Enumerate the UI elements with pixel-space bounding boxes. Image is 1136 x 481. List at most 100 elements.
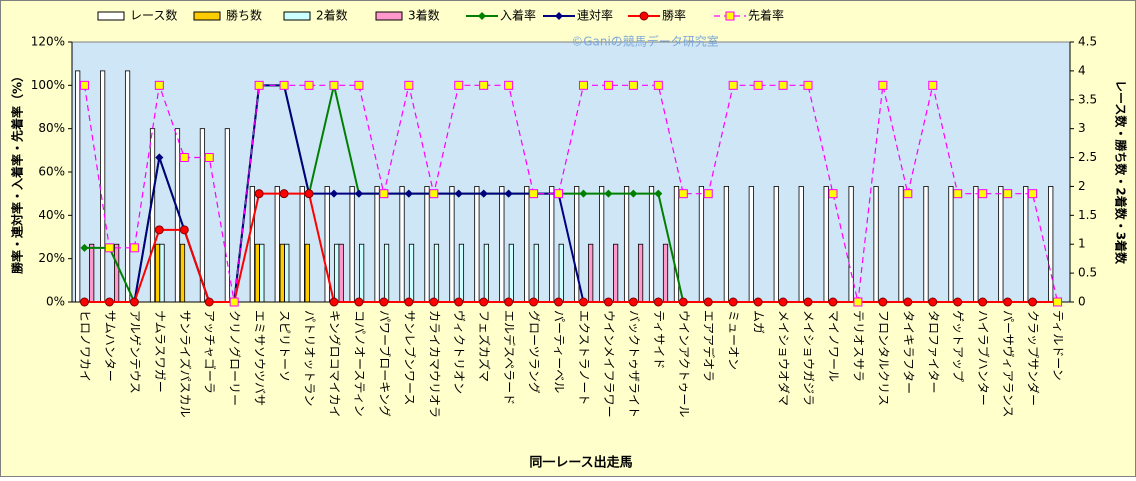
line-marker [703,297,713,307]
line-marker [628,297,638,307]
y-tick-label: 0% [46,295,65,309]
line-marker [1028,189,1038,199]
bar [304,243,310,303]
x-tick-label: ミューオン [727,310,741,370]
legend-label: 3着数 [408,8,440,23]
line [84,192,1058,303]
bar [524,186,530,303]
line-marker [953,297,963,307]
x-tick-label: ウインアクトゥール [677,310,691,417]
bar [324,186,330,303]
x-tick-label: グローツラング [527,310,541,394]
legend-label: 先着率 [748,8,784,23]
bar [259,243,265,303]
line-marker [554,189,564,199]
bar [973,186,979,303]
bar [599,186,605,303]
line-marker [603,297,613,307]
bar [274,186,280,303]
x-tick-label: キングロコマイカイ [327,310,341,418]
line-marker [404,80,414,90]
line-marker [678,297,688,307]
x-tick-label: ムガ [752,310,766,334]
line-marker [80,243,89,252]
line-marker [903,189,913,199]
x-tick-label: テリオスサラ [851,310,865,382]
legend-marker [478,12,486,20]
line-marker [354,189,363,198]
y-tick-label: 60% [38,165,65,179]
bar [848,186,854,303]
bar [1048,186,1054,303]
x-tick-label: エミサソウツバサ [253,310,267,406]
bar [662,243,669,303]
legend-swatch [97,11,125,21]
line-marker [1028,297,1038,307]
x-tick-label: マイノワール [826,310,840,382]
line-marker [928,297,938,307]
line-marker [155,153,164,162]
x-tick-label: エクストラノート [577,310,591,405]
line-marker [629,189,638,198]
bar [424,186,430,303]
y-tick-label: 120% [31,35,65,49]
line-marker [479,297,489,307]
line-marker [753,80,763,90]
x-tick-label: アッチャゴーラ [203,310,218,394]
x-tick-label: バックトゥザライト [627,310,641,418]
line-marker [828,189,838,199]
legend-marker [725,11,735,21]
plot-area [71,41,1071,303]
line-marker [229,297,239,307]
line-marker [853,297,863,307]
y-tick-label: 80% [38,121,65,135]
y-tick-label: 20% [38,251,65,265]
line-marker [803,297,813,307]
line-marker [579,189,588,198]
bar [483,243,489,303]
line-marker [778,80,788,90]
line-marker [404,189,413,198]
bar [458,243,465,303]
bar [433,243,440,303]
x-tick-label: メイショウガジラ [802,310,816,406]
line-marker [104,297,114,307]
line-marker [329,80,339,90]
x-tick-label: カライカマウリオラ [427,310,441,418]
y2-tick-label: 1 [1078,237,1086,251]
x-tick-label: クリノグローリー [228,310,242,406]
line-marker [304,189,314,199]
x-tick-label: メイショウオダマ [777,310,792,406]
line-marker [104,243,114,253]
x-tick-label: ヴィクトリオン [452,310,467,394]
y2-tick-label: 0.5 [1078,266,1097,280]
bar [698,186,705,303]
line-marker [154,80,164,90]
line-marker [254,80,264,90]
line-marker [454,189,463,198]
x-tick-label: パーティーベル [552,310,566,393]
x-tick-label: スピリトーソ [278,310,292,382]
y2-axis-title: レース数・勝ち数・2着数・3着数 [1114,80,1129,265]
bar [588,243,594,303]
line-marker [603,80,613,90]
line-marker [928,80,938,90]
line-marker [279,189,289,199]
bar [508,243,514,303]
line-marker [204,297,214,307]
bar [574,186,580,303]
y-axis-title: 勝率・連対率・入着率・先着率（%） [10,70,25,274]
x-axis-title: 同一レース出走馬 [529,455,632,471]
x-tick-label: フロンタルクリス [876,310,890,406]
line-marker [703,189,713,199]
x-tick-label: パーサヴィアランス [1001,310,1016,418]
line-marker [79,297,89,307]
y2-tick-label: 0 [1078,295,1086,309]
y-tick-label: 40% [38,208,65,222]
bar [533,243,539,303]
x-tick-label: パワーブローキング [377,310,392,417]
legend-swatch [193,11,221,21]
line-marker [678,189,688,199]
legend-label: 2着数 [316,8,348,23]
